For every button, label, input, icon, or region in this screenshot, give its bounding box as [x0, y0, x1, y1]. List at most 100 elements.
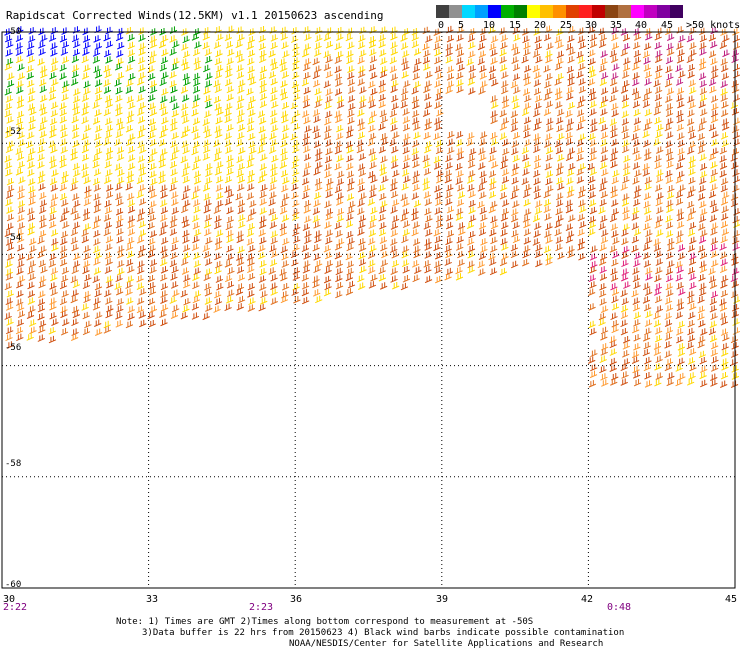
- wind-barb: [546, 42, 554, 51]
- wind-barb: [455, 266, 463, 275]
- wind-barb: [524, 94, 532, 103]
- wind-barb: [182, 50, 191, 59]
- wind-barb: [247, 169, 256, 178]
- wind-barb: [510, 110, 519, 118]
- wind-barb: [213, 79, 221, 88]
- wind-barb: [235, 50, 243, 58]
- wind-barb: [249, 208, 257, 216]
- wind-barb: [655, 258, 663, 266]
- wind-barb: [192, 86, 201, 94]
- wind-barb: [664, 297, 673, 305]
- wind-barb: [237, 123, 246, 132]
- wind-barb: [357, 228, 365, 236]
- wind-barb: [279, 88, 288, 96]
- wind-barb: [315, 148, 323, 156]
- wind-barb: [246, 102, 255, 111]
- wind-barb: [28, 87, 36, 95]
- wind-barb: [345, 288, 354, 296]
- wind-barb: [169, 296, 177, 304]
- wind-barb: [425, 35, 433, 43]
- wind-barb: [665, 103, 674, 111]
- wind-barb: [555, 146, 564, 155]
- wind-barb: [280, 147, 288, 156]
- wind-barb: [478, 222, 487, 230]
- wind-barb: [258, 303, 266, 312]
- wind-barb: [270, 124, 279, 133]
- wind-barb: [104, 206, 113, 215]
- wind-barb: [512, 63, 521, 72]
- wind-barb: [93, 193, 101, 201]
- wind-barb: [302, 223, 311, 231]
- wind-barb: [721, 139, 730, 148]
- wind-barb: [147, 65, 155, 73]
- wind-barb: [423, 260, 431, 268]
- wind-barb: [249, 146, 257, 155]
- wind-barb: [26, 154, 35, 162]
- wind-barb: [334, 42, 342, 51]
- wind-barb: [633, 334, 641, 342]
- wind-barb: [688, 168, 696, 176]
- wind-barb: [664, 79, 673, 88]
- wind-barb: [588, 356, 596, 364]
- wind-barb: [205, 304, 213, 312]
- wind-barb: [534, 102, 542, 110]
- wind-barb: [708, 78, 717, 87]
- wind-barb: [467, 132, 475, 140]
- wind-barb: [709, 281, 718, 289]
- wind-barb: [379, 168, 387, 176]
- wind-barb: [169, 35, 177, 43]
- legend-label: 15: [509, 20, 522, 31]
- wind-barb: [304, 125, 312, 133]
- wind-barb: [259, 65, 268, 74]
- wind-barb: [732, 230, 740, 238]
- wind-barb: [708, 190, 717, 199]
- wind-barb: [424, 207, 432, 216]
- wind-barb: [620, 311, 629, 320]
- wind-barb: [708, 267, 716, 275]
- wind-barb: [600, 348, 608, 356]
- wind-barb: [270, 169, 278, 177]
- wind-barb: [181, 169, 189, 177]
- wind-barb: [455, 213, 464, 221]
- wind-barb: [468, 65, 476, 73]
- wind-barb: [70, 333, 79, 341]
- wind-barb: [676, 335, 684, 344]
- wind-barb: [16, 267, 24, 275]
- wind-barb: [70, 147, 78, 156]
- wind-barb: [125, 259, 134, 267]
- wind-barb: [313, 168, 321, 176]
- wind-barb: [667, 238, 675, 246]
- wind-barb: [59, 281, 68, 290]
- wind-barb: [578, 133, 587, 141]
- wind-barb: [181, 192, 189, 201]
- wind-barb: [181, 43, 189, 51]
- wind-barb: [171, 236, 179, 245]
- wind-barb: [719, 146, 728, 155]
- wind-barb: [601, 379, 609, 387]
- wind-barb: [535, 55, 543, 64]
- wind-barb: [534, 35, 542, 44]
- wind-barb: [314, 154, 323, 162]
- wind-barb: [282, 193, 290, 201]
- wind-barb: [324, 251, 333, 260]
- wind-barb: [15, 55, 24, 64]
- wind-barb: [313, 131, 321, 140]
- wind-barb: [92, 101, 100, 109]
- wind-barb: [170, 311, 179, 319]
- wind-barb: [4, 155, 12, 163]
- wind-barb: [346, 260, 355, 269]
- wind-barb: [499, 267, 508, 276]
- wind-barb: [645, 273, 653, 281]
- wind-barb: [654, 184, 663, 192]
- wind-barb: [400, 34, 408, 42]
- wind-barb: [623, 155, 631, 163]
- wind-barb: [323, 80, 331, 89]
- wind-barb: [523, 220, 531, 229]
- wind-barb: [676, 298, 684, 306]
- wind-barb: [236, 71, 245, 80]
- wind-barb: [37, 58, 45, 66]
- wind-barb: [17, 131, 25, 140]
- wind-barb: [214, 168, 223, 176]
- wind-barb: [81, 132, 89, 141]
- wind-barb: [181, 58, 189, 66]
